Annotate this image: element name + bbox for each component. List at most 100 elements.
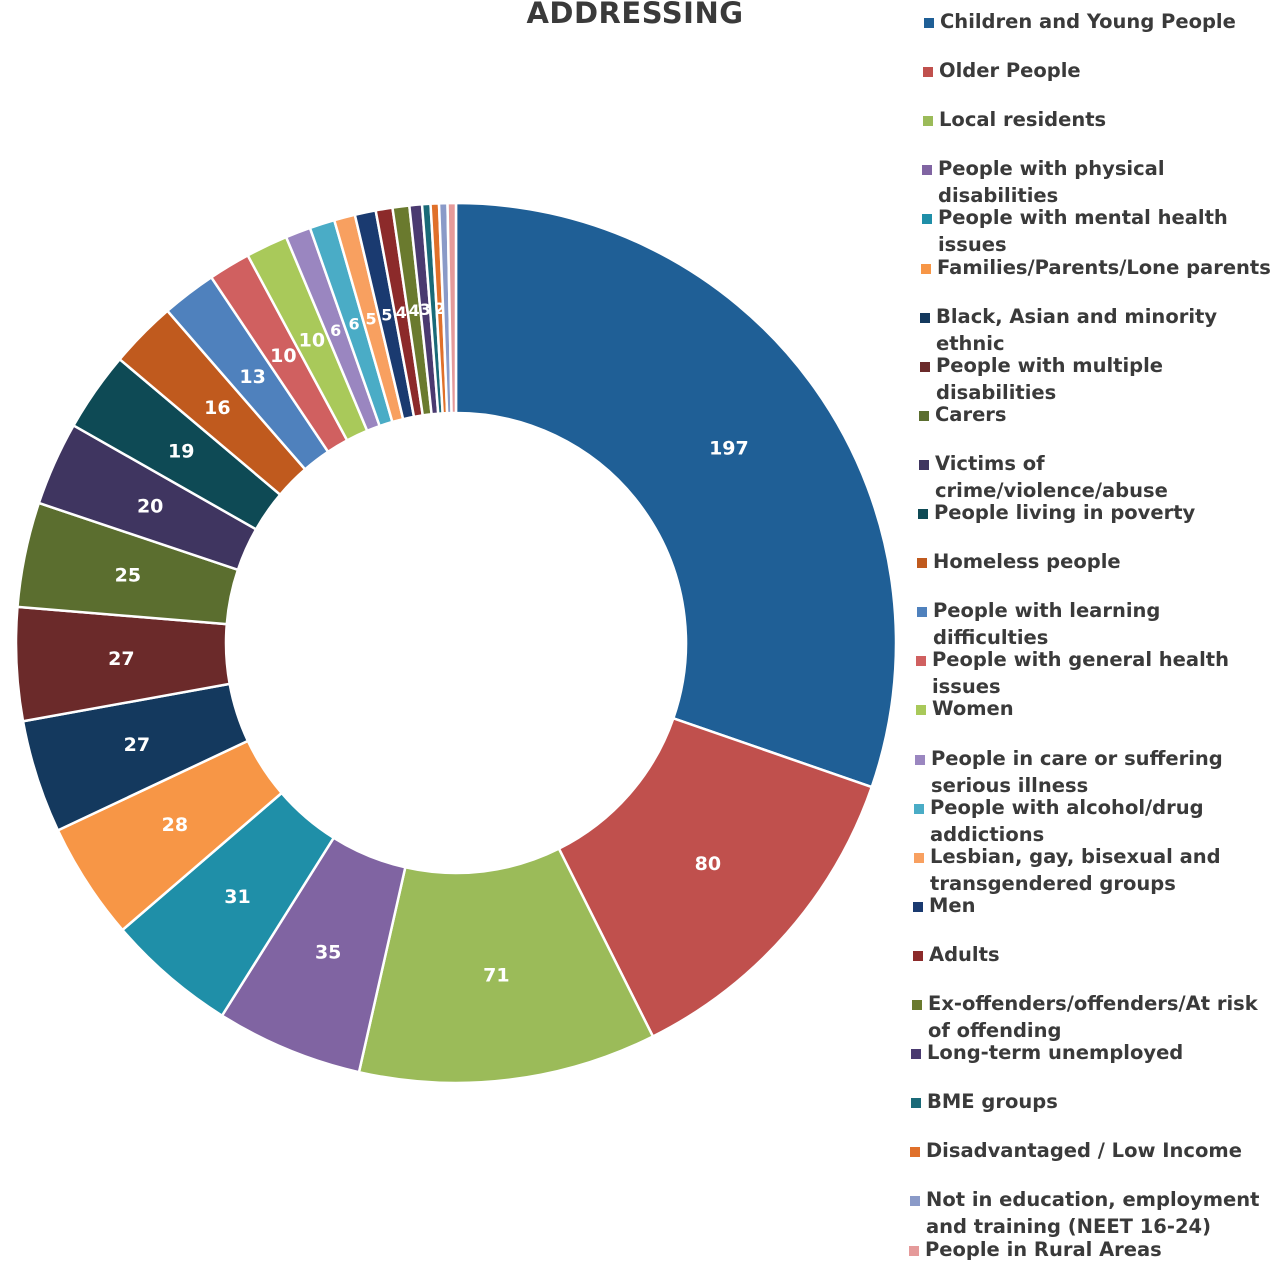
legend-swatch [923, 67, 933, 78]
legend-swatch [917, 607, 927, 618]
legend-label: BME groups [927, 1090, 1058, 1114]
legend-swatch [914, 803, 924, 814]
data-label-local-residents: 71 [483, 965, 509, 987]
legend-swatch [920, 361, 930, 372]
legend-item-homeless-people: Homeless people [917, 548, 1276, 575]
data-label-people-with-general-health-issues: 10 [270, 345, 296, 367]
data-label-people-with-multiple-disabilities: 27 [108, 648, 134, 670]
legend-item-people-with-general-health-issues: People with general health issues [916, 646, 1276, 700]
data-label-ex-offenders-offenders-at-risk-of-offending: 4 [408, 301, 419, 320]
legend-item-disadvantaged-low-income: Disadvantaged / Low Income [910, 1137, 1276, 1164]
legend-item-people-with-multiple-disabilities: People with multiple disabilities [920, 352, 1276, 406]
legend-swatch [917, 558, 927, 569]
legend-label: Women [932, 697, 1014, 721]
legend-item-people-with-physical-disabilities: People with physical disabilities [922, 155, 1276, 209]
data-label-adults: 4 [396, 303, 407, 322]
legend-item-men: Men [913, 892, 1276, 919]
data-label-disadvantaged-low-income: 2 [434, 299, 445, 318]
chart-legend: Children and Young People Older People Loc… [906, 0, 1284, 1261]
legend-swatch [913, 950, 923, 961]
legend-label: Children and Young People [940, 10, 1236, 33]
legend-swatch [923, 116, 933, 127]
donut-slices [14, 201, 898, 1085]
data-label-men: 5 [381, 306, 392, 325]
legend-swatch [919, 459, 929, 470]
legend-swatch [915, 754, 925, 765]
legend-item-black-asian-and-minority-ethnic: Black, Asian and minority ethnic [920, 303, 1276, 357]
legend-item-not-in-education-employment-and-training-neet-16-24: Not in education, employment and trainin… [910, 1186, 1276, 1240]
legend-label: Men [929, 893, 976, 917]
legend-item-people-in-care-or-suffering-serious-illness: People in care or suffering serious illn… [915, 745, 1276, 799]
legend-swatch [921, 263, 931, 274]
data-label-victims-of-crime-violence-abuse: 20 [137, 495, 163, 517]
legend-swatch [911, 1098, 921, 1109]
legend-label: Not in education, employment and trainin… [926, 1188, 1260, 1239]
legend-swatch [911, 1049, 921, 1060]
legend-swatch [910, 1196, 920, 1207]
legend-item-bme-groups: BME groups [911, 1088, 1276, 1115]
slice-children-and-young-people [454, 201, 898, 789]
legend-swatch [922, 165, 932, 176]
legend-label: Families/Parents/Lone parents [937, 255, 1271, 279]
legend-item-children-and-young-people: Children and Young People [924, 8, 1276, 35]
legend-item-people-with-alcohol-drug-addictions: People with alcohol/drug addictions [914, 794, 1276, 848]
legend-label: Disadvantaged / Low Income [926, 1139, 1242, 1163]
data-label-homeless-people: 16 [204, 397, 230, 419]
legend-swatch [914, 852, 924, 863]
legend-label: People in care or suffering serious illn… [931, 746, 1223, 797]
legend-swatch [909, 1245, 919, 1256]
legend-label: People in Rural Areas [925, 1237, 1162, 1261]
legend-label: People with learning difficulties [933, 599, 1161, 650]
legend-label: People with multiple disabilities [936, 353, 1164, 404]
legend-item-carers: Carers [919, 401, 1276, 428]
legend-label: Older People [939, 59, 1081, 83]
data-label-carers: 25 [115, 564, 141, 586]
data-label-people-with-mental-health-issues: 31 [224, 886, 250, 908]
legend-item-people-living-in-poverty: People living in poverty [918, 499, 1276, 526]
legend-item-long-term-unemployed: Long-term unemployed [911, 1039, 1276, 1066]
data-label-people-with-physical-disabilities: 35 [315, 942, 341, 964]
chart-title: ADDRESSING [526, 0, 744, 30]
legend-label: Ex-offenders/offenders/At risk of offend… [928, 992, 1258, 1042]
legend-swatch [918, 509, 928, 519]
legend-swatch [916, 656, 926, 667]
slice-older-people [557, 716, 874, 1039]
legend-swatch [912, 1000, 922, 1010]
legend-item-people-in-rural-areas: People in Rural Areas [909, 1236, 1276, 1263]
legend-label: Carers [935, 402, 1007, 426]
legend-label: People with alcohol/drug addictions [930, 795, 1204, 846]
legend-item-people-with-mental-health-issues: People with mental health issues [922, 204, 1276, 258]
data-label-people-in-care-or-suffering-serious-illness: 6 [330, 321, 341, 340]
legend-item-ex-offenders-offenders-at-risk-of-offending: Ex-offenders/offenders/At risk of offend… [912, 990, 1276, 1044]
legend-label: Victims of crime/violence/abuse [935, 451, 1168, 502]
legend-swatch [913, 901, 923, 912]
legend-item-families-parents-lone-parents: Families/Parents/Lone parents [921, 254, 1276, 281]
data-label-older-people: 80 [695, 853, 721, 875]
slice-local-residents [357, 847, 655, 1085]
legend-label: Lesbian, gay, bisexual and transgendered… [930, 844, 1221, 895]
legend-item-people-with-learning-difficulties: People with learning difficulties [917, 597, 1276, 651]
legend-label: People with physical disabilities [938, 157, 1165, 208]
legend-item-victims-of-crime-violence-abuse: Victims of crime/violence/abuse [919, 450, 1276, 504]
legend-swatch [916, 705, 926, 716]
data-label-people-living-in-poverty: 19 [168, 440, 194, 462]
slice-people-in-rural-areas [446, 201, 458, 415]
legend-label: Adults [929, 942, 1000, 966]
data-label-long-term-unemployed: 3 [420, 300, 431, 319]
legend-item-older-people: Older People [923, 57, 1276, 84]
legend-swatch [920, 312, 930, 323]
legend-item-adults: Adults [913, 941, 1276, 968]
data-label-lesbian-gay-bisexual-and-transgendered-groups: 5 [366, 309, 377, 328]
legend-label: People with mental health issues [938, 206, 1228, 257]
legend-swatch [922, 214, 932, 225]
data-label-families-parents-lone-parents: 28 [162, 814, 188, 836]
data-label-women: 10 [299, 330, 325, 352]
data-label-children-and-young-people: 197 [709, 438, 749, 460]
data-label-people-with-alcohol-drug-addictions: 6 [348, 314, 359, 333]
data-label-people-with-learning-difficulties: 13 [239, 366, 265, 388]
legend-item-local-residents: Local residents [923, 106, 1276, 133]
legend-swatch [910, 1147, 920, 1158]
legend-label: Local residents [939, 108, 1107, 132]
